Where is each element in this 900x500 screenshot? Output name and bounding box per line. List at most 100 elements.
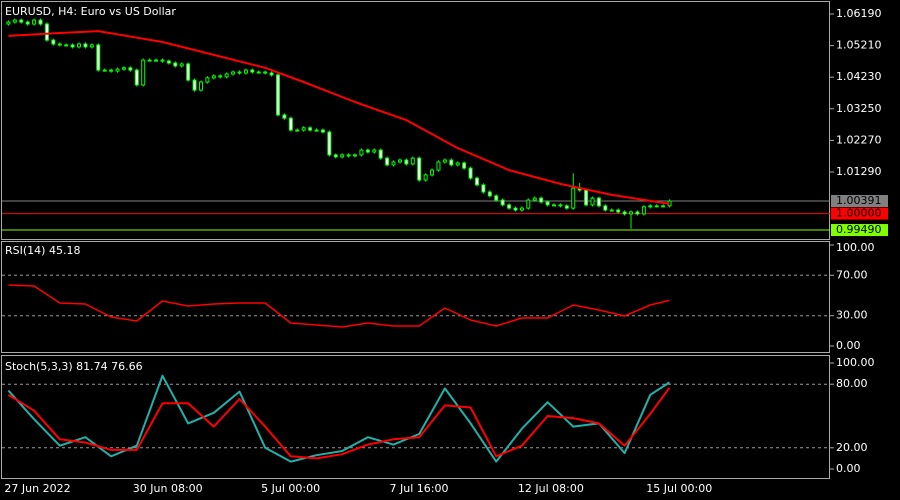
candle-body <box>365 149 370 153</box>
candle-body <box>513 207 518 211</box>
candle-body <box>353 154 358 157</box>
candle-body <box>564 205 569 209</box>
candle-body <box>622 211 627 215</box>
candle-body <box>449 159 454 166</box>
x-tick-label: 7 Jul 16:00 <box>390 482 449 495</box>
candle-body <box>6 21 11 25</box>
candle-body <box>263 71 268 74</box>
candle-body <box>519 207 524 211</box>
candle-body <box>462 162 467 169</box>
candle-body <box>147 59 152 62</box>
candle-body <box>160 59 165 62</box>
candle-body <box>308 127 313 131</box>
candle-body <box>641 206 646 215</box>
y-tick-label: 0.00 <box>836 339 861 352</box>
stoch-title: Stoch(5,3,3) 81.74 76.66 <box>5 360 143 373</box>
y-tick-label: 80.00 <box>836 377 868 390</box>
indicator-line <box>8 284 670 328</box>
candle-body <box>224 73 229 78</box>
candle-body <box>539 197 544 203</box>
candle-body <box>635 211 640 215</box>
y-tick-label: 20.00 <box>836 441 868 454</box>
candle-body <box>340 154 345 158</box>
y-tick-label: 0.00 <box>836 462 861 475</box>
candle-body <box>417 157 422 181</box>
candle-body <box>378 149 383 159</box>
candle-body <box>134 69 139 86</box>
candle-body <box>25 21 30 25</box>
y-tick-label: 1.01290 <box>836 165 882 178</box>
candle-body <box>211 75 216 79</box>
candle-body <box>256 71 261 74</box>
candle-body <box>500 199 505 206</box>
candle-body <box>205 77 210 83</box>
candle-body <box>596 197 601 207</box>
candle-body <box>128 67 133 71</box>
candle-body <box>89 44 94 48</box>
rsi-title: RSI(14) 45.18 <box>5 244 80 257</box>
y-tick-label: 1.04230 <box>836 70 882 83</box>
candle-body <box>269 72 274 76</box>
rsi-panel-frame <box>1 241 830 353</box>
candle-body <box>436 161 441 171</box>
candle-body <box>609 209 614 212</box>
x-tick-label: 5 Jul 00:00 <box>261 482 320 495</box>
candle-body <box>654 205 659 208</box>
candle-body <box>109 69 114 72</box>
candle-body <box>545 201 550 206</box>
candle-body <box>282 114 287 119</box>
x-tick-label: 30 Jun 08:00 <box>133 482 203 495</box>
candle-body <box>603 205 608 211</box>
candle-body <box>455 162 460 166</box>
y-tick-label: 100.00 <box>836 241 875 254</box>
price-level-box <box>831 194 888 207</box>
candle-body <box>385 157 390 166</box>
candle-body <box>115 68 120 72</box>
y-tick-label: 30.00 <box>836 309 868 322</box>
indicator-line <box>7 374 671 463</box>
candle-body <box>481 184 486 193</box>
candle-body <box>430 169 435 176</box>
x-tick-label: 12 Jul 08:00 <box>518 482 584 495</box>
candle-body <box>231 71 236 75</box>
candle-body <box>494 195 499 201</box>
candle-body <box>32 19 37 25</box>
candle-body <box>314 129 319 132</box>
candle-body <box>410 157 415 165</box>
candle-body <box>442 159 447 163</box>
candle-body <box>121 67 126 70</box>
price-level-box <box>831 224 888 237</box>
indicator-line <box>7 387 671 460</box>
candle-body <box>166 60 171 64</box>
candle-body <box>327 131 332 156</box>
candle-body <box>44 23 49 41</box>
main-panel-frame <box>1 1 830 240</box>
y-tick-label: 1.02270 <box>836 133 882 146</box>
candle-body <box>648 205 653 208</box>
stoch-panel-frame <box>1 355 830 479</box>
chart-title: EURUSD, H4: Euro vs US Dollar <box>5 5 176 18</box>
y-tick-label: 1.05210 <box>836 39 882 52</box>
candle-body <box>102 69 107 72</box>
candle-body <box>359 149 364 156</box>
price-level-box <box>831 207 888 220</box>
x-tick-label: 27 Jun 2022 <box>4 482 70 495</box>
candle-body <box>70 44 75 48</box>
candle-body <box>173 62 178 67</box>
candle-body <box>276 74 280 116</box>
candle-body <box>83 43 88 48</box>
candle-body <box>218 75 223 78</box>
candle-body <box>558 204 563 207</box>
candle-body <box>474 177 479 186</box>
candle-body <box>571 187 576 209</box>
moving-average <box>8 30 670 205</box>
candle-body <box>629 211 634 215</box>
candle-body <box>507 204 512 209</box>
candle-body <box>192 79 197 91</box>
y-tick-label: 1.06190 <box>836 7 882 20</box>
candle-body <box>391 161 396 166</box>
candle-body <box>96 44 101 71</box>
candle-body <box>584 189 589 206</box>
candle-body <box>346 154 351 157</box>
